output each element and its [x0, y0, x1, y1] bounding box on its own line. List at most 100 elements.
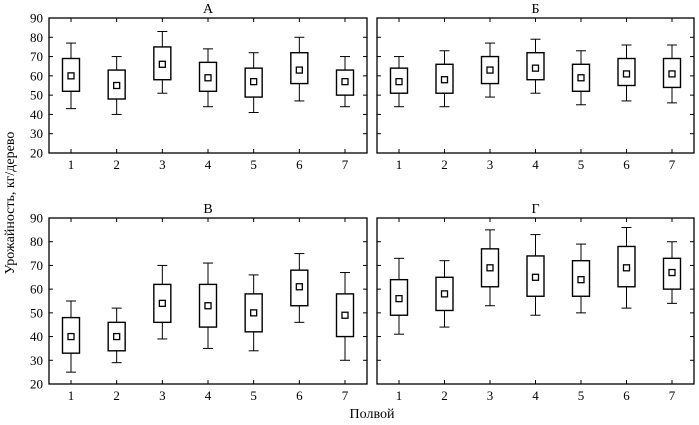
box-7 [335, 56, 355, 108]
mean-marker [295, 66, 303, 74]
box-4 [526, 234, 545, 316]
mean-marker [158, 299, 166, 308]
y-tick-label: 80 [30, 30, 43, 45]
x-tick-label: 3 [487, 388, 494, 403]
mean-marker [668, 268, 676, 277]
x-tick-label: 4 [205, 388, 212, 403]
box-3 [480, 229, 500, 307]
x-tick-label: 1 [68, 388, 75, 403]
x-tick-label: 7 [669, 157, 676, 172]
box-1 [61, 300, 81, 373]
mean-marker [531, 273, 540, 281]
box-6 [290, 36, 309, 102]
box-6 [617, 226, 636, 309]
x-tick-label: 5 [250, 157, 257, 172]
box-4 [526, 38, 545, 94]
y-tick-label: 30 [30, 126, 43, 141]
box-1 [389, 257, 409, 335]
box-3 [153, 31, 172, 94]
panel-title: Б [531, 2, 539, 17]
panel-title: В [203, 202, 212, 217]
mean-marker [440, 76, 449, 84]
panel-1: А 20 30 40 50 60 70 80 90 1 2 3 4 5 6 7 [30, 2, 368, 172]
mean-marker [113, 332, 121, 341]
mean-marker [113, 81, 121, 90]
x-tick-label: 7 [669, 388, 676, 403]
x-tick-label: 6 [623, 157, 630, 172]
mean-marker [67, 72, 75, 80]
y-tick-label: 40 [30, 107, 43, 122]
mean-marker [486, 66, 494, 74]
y-tick-label: 20 [30, 377, 43, 392]
y-tick-label: 80 [30, 234, 43, 249]
box-7 [335, 272, 355, 361]
y-tick-label: 90 [30, 11, 43, 26]
mean-marker [486, 264, 494, 272]
mean-marker [531, 64, 540, 72]
panels-group: А 20 30 40 50 60 70 80 90 1 2 3 4 5 6 7 Б 1 2 3 4 5 6 7 В 20 30 40 5… [30, 2, 695, 403]
y-tick-label: 20 [30, 146, 43, 161]
box-6 [617, 44, 636, 102]
y-tick-label: 90 [30, 211, 43, 226]
x-tick-label: 7 [342, 157, 349, 172]
box-3 [480, 42, 500, 98]
y-tick-label: 70 [30, 49, 43, 64]
x-tick-label: 2 [441, 157, 448, 172]
y-tick-label: 50 [30, 305, 43, 320]
panel-title: А [203, 2, 214, 17]
x-tick-label: 3 [487, 157, 494, 172]
box-2 [435, 50, 454, 108]
y-tick-label: 40 [30, 329, 43, 344]
x-tick-label: 5 [250, 388, 257, 403]
box-1 [61, 42, 81, 110]
box-6 [290, 253, 309, 323]
mean-marker [622, 70, 631, 78]
box-5 [571, 50, 591, 106]
x-tick-label: 2 [113, 388, 120, 403]
box-4 [198, 262, 218, 349]
x-tick-label: 1 [396, 388, 403, 403]
mean-marker [250, 77, 258, 86]
mean-marker [295, 283, 303, 291]
box-5 [244, 274, 263, 352]
mean-marker [204, 74, 212, 82]
box-7 [662, 44, 682, 104]
mean-marker [577, 74, 585, 82]
y-tick-label: 30 [30, 353, 43, 368]
box-5 [571, 243, 591, 314]
mean-marker [67, 332, 75, 341]
mean-marker [440, 290, 449, 298]
x-tick-label: 4 [205, 157, 212, 172]
box-3 [153, 264, 172, 340]
panel-3: В 20 30 40 50 60 70 80 90 1 2 3 4 5 6 7 [30, 202, 368, 403]
x-tick-label: 6 [623, 388, 630, 403]
y-tick-label: 60 [30, 282, 43, 297]
mean-marker [204, 302, 212, 310]
x-tick-label: 6 [296, 157, 303, 172]
y-tick-label: 60 [30, 68, 43, 83]
x-tick-label: 1 [68, 157, 75, 172]
y-tick-label: 50 [30, 88, 43, 103]
mean-marker [622, 264, 631, 272]
mean-marker [341, 311, 349, 319]
box-2 [435, 260, 454, 328]
box-4 [198, 48, 218, 108]
box-1 [389, 56, 409, 108]
mean-marker [395, 77, 403, 86]
x-tick-label: 4 [532, 388, 539, 403]
mean-marker [668, 70, 676, 78]
x-axis-title: Полвой [350, 407, 395, 422]
panel-2: Б 1 2 3 4 5 6 7 [376, 2, 695, 172]
x-tick-label: 3 [159, 157, 166, 172]
y-tick-label: 70 [30, 258, 43, 273]
box-5 [244, 52, 263, 113]
panel-title: Г [531, 202, 539, 217]
x-tick-label: 2 [441, 388, 448, 403]
panel-4: Г 1 2 3 4 5 6 7 [376, 202, 695, 403]
x-tick-label: 7 [342, 388, 349, 403]
box-2 [107, 56, 126, 115]
x-tick-label: 2 [113, 157, 120, 172]
box-2 [107, 307, 126, 364]
x-tick-label: 5 [578, 388, 585, 403]
